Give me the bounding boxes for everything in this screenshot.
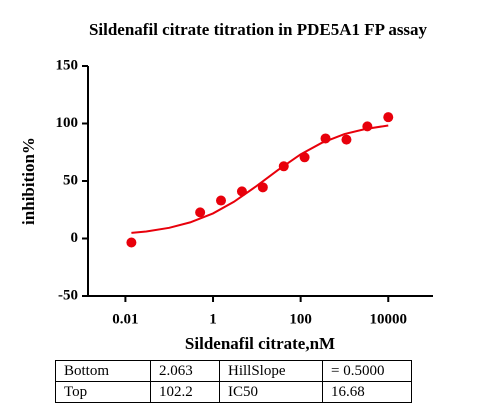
fit-curve xyxy=(131,124,389,234)
table-cell: 102.2 xyxy=(150,381,220,403)
data-point xyxy=(341,134,352,145)
y-tick-label: 0 xyxy=(71,230,79,246)
y-tick-label: 150 xyxy=(56,57,79,73)
data-point xyxy=(383,112,394,123)
data-point xyxy=(215,195,226,206)
x-axis-label: Sildenafil citrate,nM xyxy=(185,334,335,353)
chart-title: Sildenafil citrate titration in PDE5A1 F… xyxy=(89,20,428,39)
x-tick-label: 10000 xyxy=(370,311,408,327)
table-cell: IC50 xyxy=(219,381,323,403)
data-point xyxy=(195,207,206,218)
data-point xyxy=(126,237,137,248)
y-tick-label: 50 xyxy=(63,172,78,188)
table-cell: Bottom xyxy=(55,360,151,382)
table-cell: = 0.5000 xyxy=(322,360,412,382)
table-cell: 2.063 xyxy=(150,360,220,382)
fit-table: Bottom 2.063 HillSlope = 0.5000 Top 102.2 IC50… xyxy=(55,360,412,403)
data-point xyxy=(257,182,268,193)
x-tick-label: 1 xyxy=(209,311,217,327)
table-row: Bottom 2.063 HillSlope = 0.5000 xyxy=(55,360,412,382)
x-tick-label: 100 xyxy=(289,311,312,327)
y-tick-label: 100 xyxy=(56,115,79,131)
y-axis-label: inhibition% xyxy=(19,137,38,225)
table-cell: HillSlope xyxy=(219,360,323,382)
table-row: Top 102.2 IC50 16.68 xyxy=(55,381,412,403)
data-point xyxy=(299,152,310,163)
table-cell: Top xyxy=(55,381,151,403)
table-cell: 16.68 xyxy=(322,381,412,403)
chart: Sildenafil citrate titration in PDE5A1 F… xyxy=(19,20,433,353)
y-tick-label: -50 xyxy=(58,287,78,303)
x-tick-label: 0.01 xyxy=(112,311,138,327)
